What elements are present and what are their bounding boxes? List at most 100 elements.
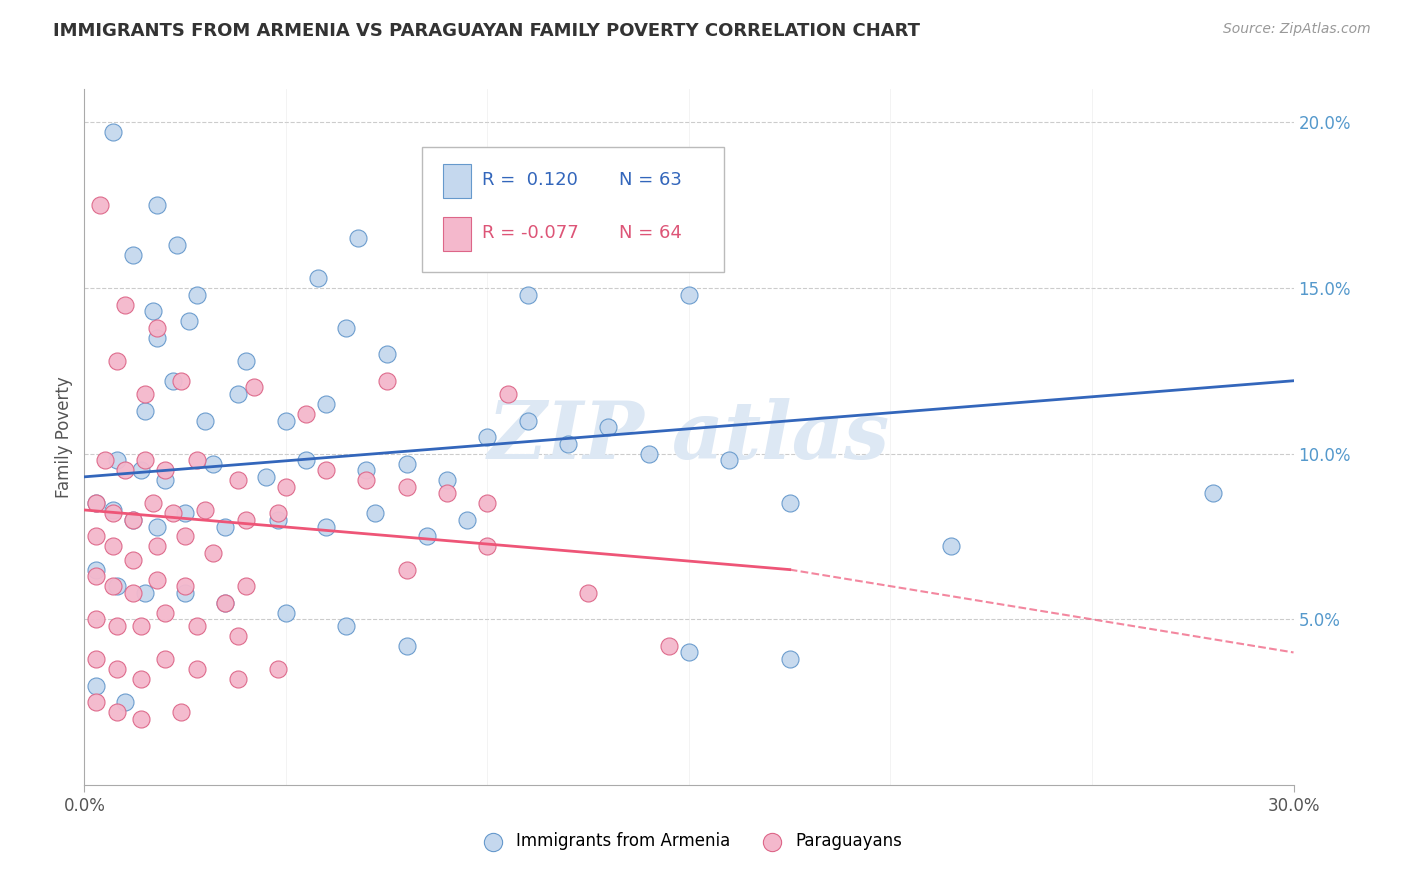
Point (477, 430, 499, 444)
Point (186, 287, 208, 301)
Point (395, 639, 418, 653)
Point (678, 645, 700, 659)
Text: Source: ZipAtlas.com: Source: ZipAtlas.com (1223, 22, 1371, 37)
Point (779, 496, 801, 510)
Point (267, 506, 290, 520)
Point (162, 374, 184, 388)
Point (226, 672, 249, 686)
Point (576, 586, 599, 600)
Point (146, 519, 169, 533)
Point (86, 569, 108, 583)
Point (202, 546, 225, 560)
Point (101, 540, 124, 554)
Point (214, 596, 236, 610)
Point (121, 586, 143, 600)
Point (153, 606, 176, 620)
Point (335, 619, 357, 633)
Point (226, 387, 249, 401)
Point (86, 695, 108, 709)
Point (658, 639, 681, 653)
Point (174, 529, 197, 543)
Text: R =  0.120: R = 0.120 (482, 171, 578, 189)
Point (101, 125, 124, 139)
Point (356, 473, 378, 487)
Point (267, 662, 290, 676)
Point (477, 496, 499, 510)
Point (153, 652, 176, 666)
Point (1202, 486, 1225, 500)
Point (194, 413, 217, 427)
Point (179, 314, 201, 328)
Point (779, 652, 801, 666)
Point (186, 662, 208, 676)
Point (105, 579, 128, 593)
Point (274, 480, 297, 494)
Point (516, 413, 538, 427)
Point (93, 453, 115, 467)
Point (170, 374, 193, 388)
Point (166, 238, 188, 252)
Text: N = 64: N = 64 (619, 224, 682, 242)
Point (121, 513, 143, 527)
Point (307, 271, 329, 285)
Point (105, 354, 128, 368)
Point (174, 579, 197, 593)
Point (86, 496, 108, 510)
Point (235, 513, 257, 527)
Point (101, 506, 124, 520)
Point (516, 287, 538, 301)
Point (170, 705, 193, 719)
Point (101, 579, 124, 593)
Point (174, 506, 197, 520)
Point (637, 447, 659, 461)
Point (375, 374, 398, 388)
Point (274, 413, 297, 427)
Point (477, 540, 499, 554)
Point (134, 403, 156, 417)
Point (186, 453, 208, 467)
Point (86, 612, 108, 626)
Point (129, 619, 152, 633)
Point (315, 463, 337, 477)
Point (86, 652, 108, 666)
Point (86, 679, 108, 693)
Point (142, 496, 165, 510)
Point (162, 506, 184, 520)
Point (395, 563, 418, 577)
Point (146, 320, 169, 334)
Point (395, 457, 418, 471)
Point (105, 705, 128, 719)
Point (375, 347, 398, 361)
Point (134, 586, 156, 600)
Point (142, 304, 165, 318)
Point (267, 513, 290, 527)
Text: ZIP atlas: ZIP atlas (488, 399, 890, 475)
Point (146, 573, 169, 587)
Point (129, 463, 152, 477)
Point (121, 513, 143, 527)
Point (254, 470, 277, 484)
Point (114, 695, 136, 709)
Text: N = 63: N = 63 (619, 171, 682, 189)
Point (134, 387, 156, 401)
Point (146, 540, 169, 554)
Point (86, 496, 108, 510)
Point (235, 579, 257, 593)
Point (121, 552, 143, 566)
Point (202, 457, 225, 471)
Point (153, 463, 176, 477)
Point (134, 453, 156, 467)
Text: R = -0.077: R = -0.077 (482, 224, 579, 242)
Text: IMMIGRANTS FROM ARMENIA VS PARAGUAYAN FAMILY POVERTY CORRELATION CHART: IMMIGRANTS FROM ARMENIA VS PARAGUAYAN FA… (53, 22, 921, 40)
Point (105, 662, 128, 676)
Point (89, 198, 111, 212)
Point (557, 436, 579, 450)
Point (146, 331, 169, 345)
Point (347, 231, 370, 245)
Point (363, 506, 385, 520)
Point (186, 619, 208, 633)
Point (226, 473, 249, 487)
Point (436, 486, 458, 500)
Point (194, 503, 217, 517)
Point (226, 629, 249, 643)
